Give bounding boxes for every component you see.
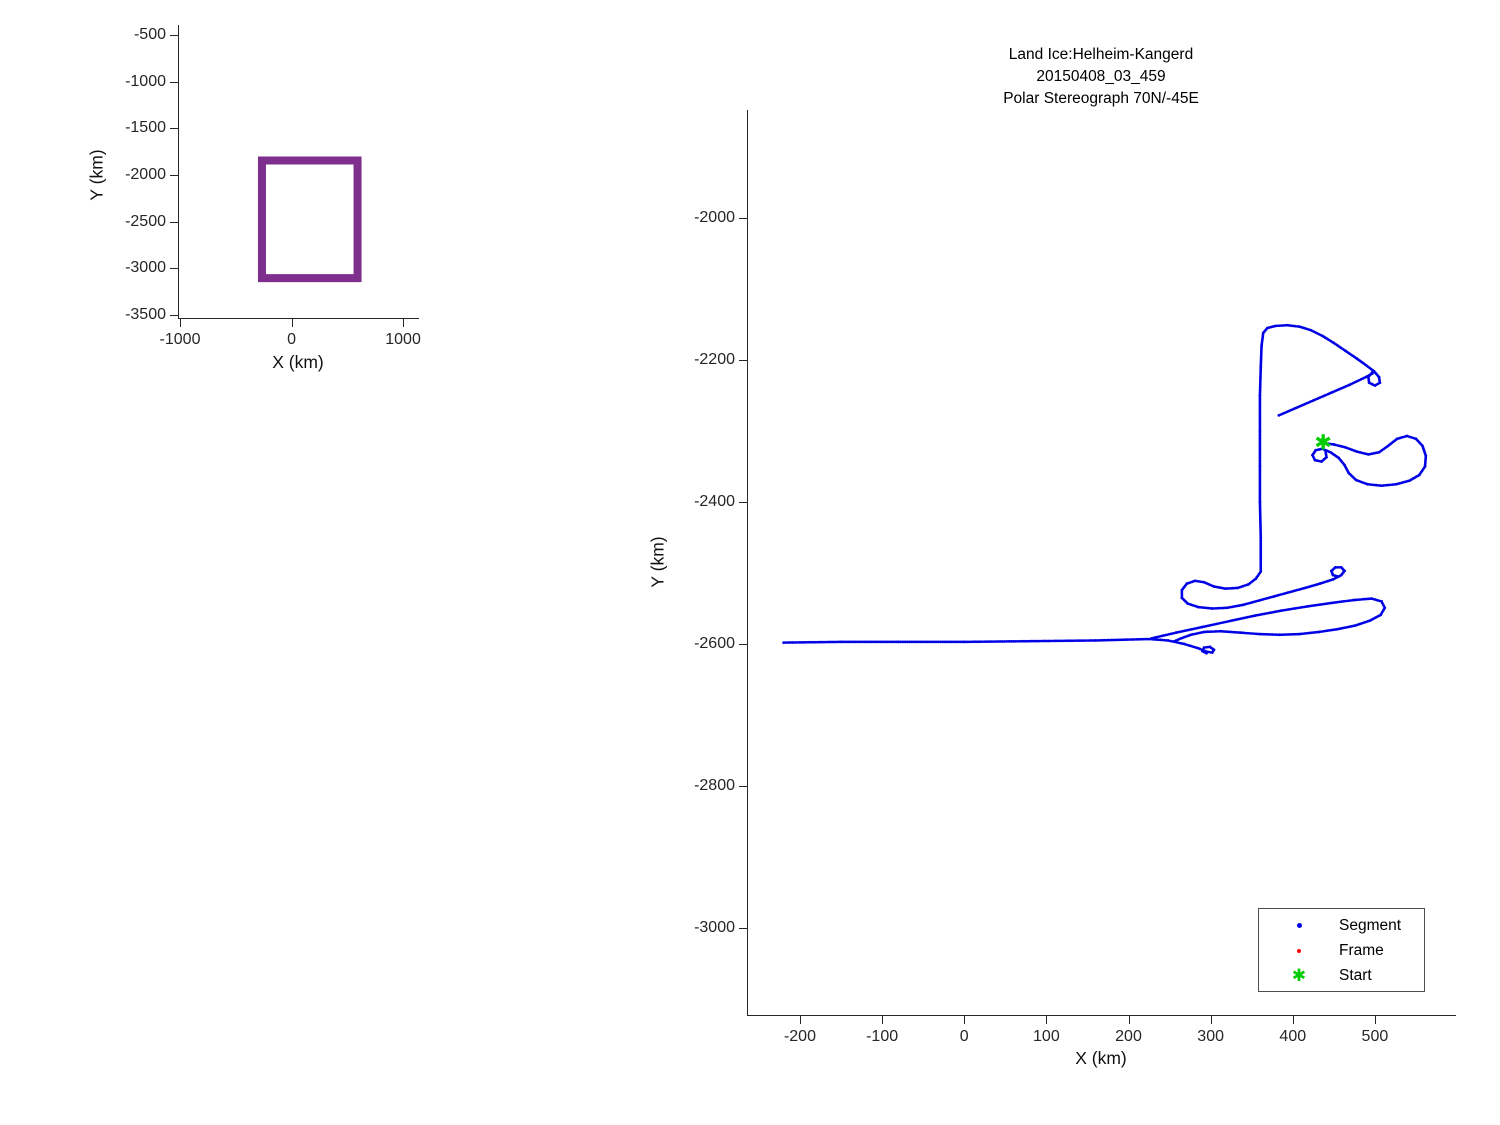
y-tick bbox=[739, 644, 747, 645]
x-tick-label: -200 bbox=[783, 1028, 816, 1045]
x-tick-label: -1000 bbox=[159, 331, 201, 348]
x-axis-spine bbox=[747, 1015, 1456, 1016]
y-tick bbox=[739, 786, 747, 788]
y-tick bbox=[739, 217, 747, 219]
legend-marker-cell bbox=[1259, 923, 1339, 928]
x-tick bbox=[882, 1016, 884, 1024]
y-axis-spine bbox=[747, 110, 748, 1016]
segment-dot-icon bbox=[1296, 923, 1302, 928]
y-tick-label: -2500 bbox=[125, 212, 166, 230]
x-tick-label: 400 bbox=[1279, 1028, 1307, 1045]
title-line-3: Polar Stereograph 70N/-45E bbox=[1003, 90, 1199, 107]
y-tick-label: -1000 bbox=[125, 72, 166, 90]
y-tick-label: -500 bbox=[133, 25, 166, 43]
x-tick bbox=[291, 319, 293, 327]
frame-dot-icon bbox=[1297, 948, 1301, 953]
legend-item-start: ✱ Start bbox=[1259, 963, 1424, 988]
x-tick-label: 0 bbox=[287, 331, 296, 348]
x-axis-spine bbox=[178, 318, 419, 319]
legend-label-start: Start bbox=[1339, 966, 1372, 984]
legend-marker-cell: ✱ bbox=[1259, 967, 1339, 984]
x-tick bbox=[1210, 1016, 1212, 1024]
x-tick bbox=[1128, 1016, 1130, 1024]
y-tick-label: -2200 bbox=[694, 351, 735, 368]
y-tick bbox=[170, 81, 178, 83]
overview-xlabel: X (km) bbox=[272, 352, 324, 372]
y-tick-label: -3000 bbox=[125, 259, 166, 277]
x-tick-label: -100 bbox=[866, 1028, 899, 1045]
x-tick bbox=[1046, 1016, 1048, 1024]
y-tick bbox=[739, 502, 747, 503]
legend: Segment Frame ✱ Start bbox=[1258, 908, 1425, 992]
x-tick bbox=[964, 1016, 966, 1024]
plot-title: Land Ice:Helheim-Kangerd 20150408_03_459… bbox=[747, 44, 1455, 110]
flight-track-canvas bbox=[747, 110, 1455, 1015]
x-tick-label: 0 bbox=[959, 1028, 969, 1045]
x-tick bbox=[1374, 1016, 1376, 1024]
title-line-1: Land Ice:Helheim-Kangerd bbox=[1008, 46, 1194, 63]
legend-label-segment: Segment bbox=[1339, 916, 1402, 934]
legend-item-segment: Segment bbox=[1259, 913, 1424, 938]
x-tick-label: 500 bbox=[1361, 1028, 1389, 1045]
start-asterisk-icon: ✱ bbox=[1291, 966, 1307, 985]
title-line-2: 20150408_03_459 bbox=[1036, 68, 1166, 85]
y-tick-label: -2400 bbox=[694, 493, 735, 510]
start-marker: ✱ bbox=[1314, 431, 1332, 455]
legend-marker-cell bbox=[1259, 948, 1339, 953]
x-tick bbox=[180, 319, 181, 327]
x-tick-label: 200 bbox=[1115, 1028, 1142, 1045]
y-tick bbox=[170, 128, 178, 130]
x-tick-label: 100 bbox=[1033, 1028, 1060, 1045]
main-ylabel: Y (km) bbox=[647, 536, 668, 588]
y-tick bbox=[739, 928, 747, 930]
y-tick-label: -2600 bbox=[694, 635, 735, 652]
y-tick bbox=[170, 175, 178, 176]
x-tick-label: 300 bbox=[1197, 1028, 1224, 1045]
x-tick-label: 1000 bbox=[385, 331, 421, 348]
y-tick bbox=[739, 360, 747, 361]
x-tick bbox=[403, 319, 405, 327]
y-tick bbox=[170, 268, 178, 270]
y-tick-label: -2800 bbox=[694, 777, 735, 795]
y-axis-spine bbox=[178, 25, 179, 319]
y-tick-label: -2000 bbox=[694, 208, 735, 226]
overview-plot: -1000 0 1000 -500 -1000 -1500 -2000 -2500 -3000 -… bbox=[125, 25, 421, 348]
y-tick bbox=[170, 221, 178, 223]
y-tick bbox=[170, 315, 178, 316]
x-tick bbox=[1292, 1016, 1294, 1024]
main-xlabel: X (km) bbox=[1075, 1048, 1127, 1068]
y-tick-label: -2000 bbox=[125, 166, 166, 183]
y-tick-label: -1500 bbox=[125, 119, 166, 137]
overview-region-canvas bbox=[178, 25, 418, 318]
legend-label-frame: Frame bbox=[1339, 941, 1384, 959]
y-tick bbox=[170, 34, 178, 36]
legend-item-frame: Frame bbox=[1259, 938, 1424, 963]
x-tick bbox=[799, 1016, 801, 1024]
main-plot: ✱ -200 -100 0 100 200 300 400 500 -2000 -2200 -240… bbox=[694, 110, 1456, 1045]
y-tick-label: -3000 bbox=[694, 919, 735, 937]
overview-ylabel: Y (km) bbox=[86, 149, 107, 201]
y-tick-label: -3500 bbox=[125, 306, 166, 323]
